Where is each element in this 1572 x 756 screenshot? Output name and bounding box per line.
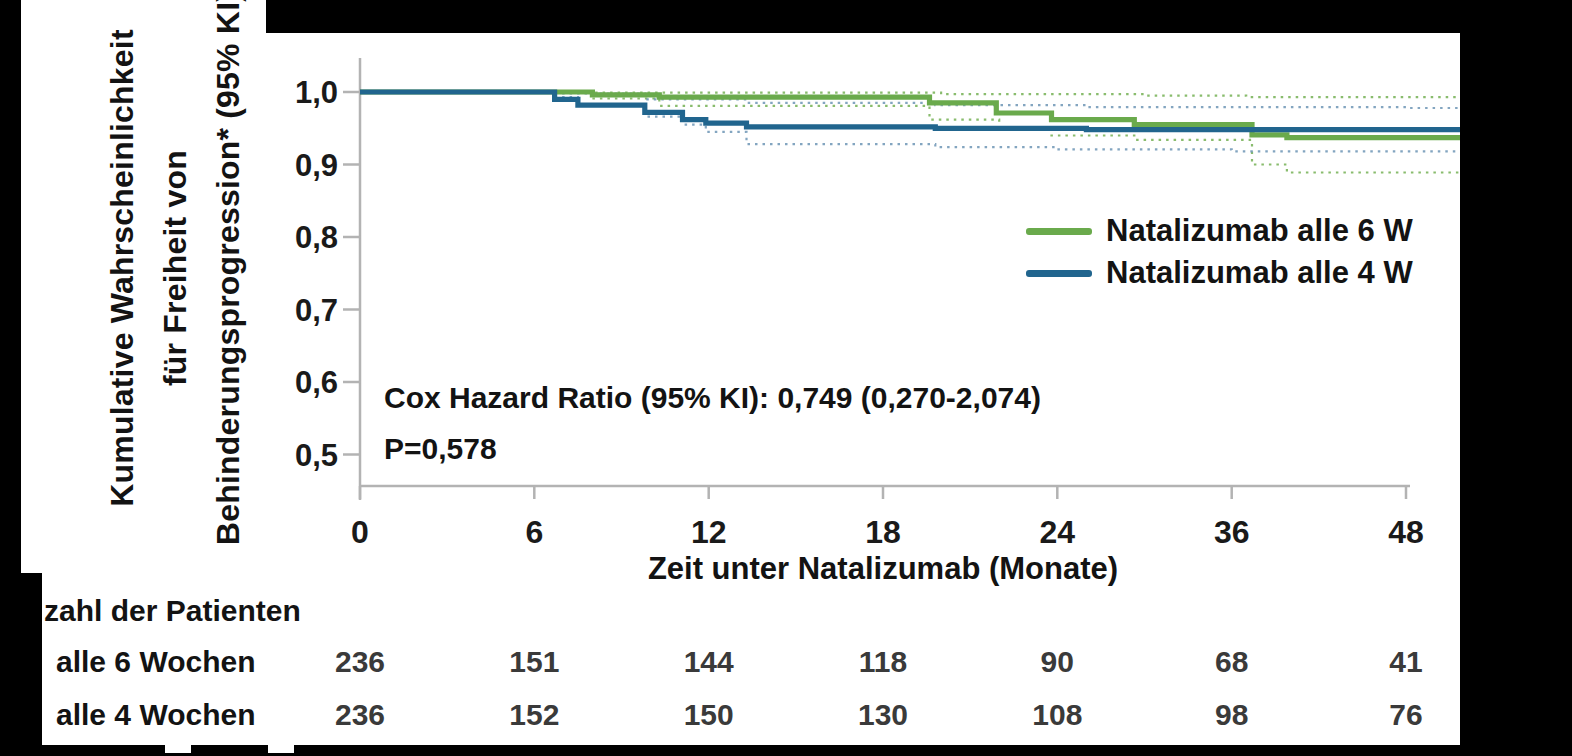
risk-value: 152 (464, 698, 604, 732)
risk-value: 68 (1162, 645, 1302, 679)
risk-value: 118 (813, 645, 953, 679)
risk-table-header: zahl der Patienten (44, 594, 301, 628)
risk-value: 150 (639, 698, 779, 732)
risk-row-label-4-weeks: alle 4 Wochen (56, 698, 256, 732)
x-axis-title: Zeit unter Natalizumab (Monate) (483, 551, 1283, 587)
mask-right (1460, 0, 1572, 756)
y-axis-label-line2: für Freiheit von (149, 0, 202, 588)
legend-item-6-weeks: Natalizumab alle 6 W (1026, 210, 1413, 252)
legend-line-green (1026, 228, 1092, 235)
legend-label-4-weeks: Natalizumab alle 4 W (1106, 255, 1413, 291)
risk-value: 151 (464, 645, 604, 679)
risk-value: 90 (987, 645, 1127, 679)
cox-hazard-ratio-text: Cox Hazard Ratio (95% KI): 0,749 (0,270-… (384, 381, 1041, 415)
mask-bottom (0, 745, 1572, 756)
risk-value: 76 (1336, 698, 1476, 732)
risk-value: 98 (1162, 698, 1302, 732)
bottom-notch (268, 745, 294, 753)
legend-line-blue (1026, 270, 1092, 277)
risk-value: 108 (987, 698, 1127, 732)
y-axis-label-line3: Behinderungsprogression* (95% KI) (202, 0, 255, 588)
risk-value: 144 (639, 645, 779, 679)
legend-item-4-weeks: Natalizumab alle 4 W (1026, 252, 1413, 294)
y-axis-label: Kumulative Wahrscheinlichkeit für Freihe… (96, 0, 266, 588)
risk-row-label-6-weeks: alle 6 Wochen (56, 645, 256, 679)
legend-label-6-weeks: Natalizumab alle 6 W (1106, 213, 1413, 249)
mask-left-lower (0, 573, 42, 756)
legend: Natalizumab alle 6 W Natalizumab alle 4 … (1026, 210, 1413, 294)
mask-top (266, 0, 1572, 33)
p-value-text: P=0,578 (384, 432, 497, 466)
risk-value: 236 (290, 645, 430, 679)
risk-value: 236 (290, 698, 430, 732)
bottom-notch (165, 745, 191, 753)
risk-value: 41 (1336, 645, 1476, 679)
slide-background: { "y_axis": { "label_lines": [ "Kumulati… (0, 0, 1572, 756)
risk-value: 130 (813, 698, 953, 732)
y-axis-label-line1: Kumulative Wahrscheinlichkeit (96, 0, 149, 588)
